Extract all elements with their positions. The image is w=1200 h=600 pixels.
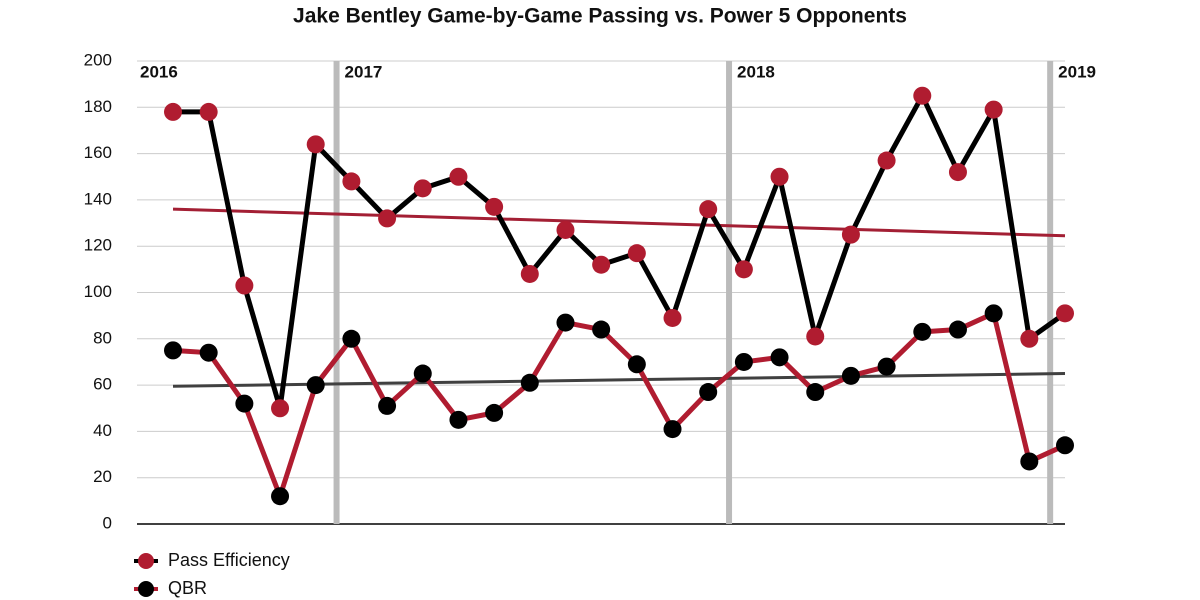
point [806, 383, 825, 402]
point [199, 343, 218, 362]
y-tick-label: 40 [93, 421, 112, 440]
point [342, 329, 361, 348]
point [877, 151, 896, 170]
series-line [172, 310, 1067, 499]
point [770, 167, 789, 186]
point [806, 327, 825, 346]
point [592, 255, 611, 274]
point [984, 100, 1003, 119]
point [734, 352, 753, 371]
trendline [172, 207, 1066, 238]
legend-label: QBR [168, 578, 207, 598]
point [913, 86, 932, 105]
point [520, 264, 539, 283]
point [306, 376, 325, 395]
series-line [173, 93, 1067, 411]
chart-title: Jake Bentley Game-by-Game Passing vs. Po… [293, 5, 907, 28]
point [877, 357, 896, 376]
point [1056, 436, 1074, 455]
point [556, 313, 575, 332]
y-tick-label: 80 [93, 328, 112, 347]
y-tick-label: 100 [84, 282, 112, 301]
point [235, 276, 254, 295]
y-tick-label: 180 [84, 97, 112, 116]
point [699, 383, 718, 402]
point [520, 373, 539, 392]
y-tick-label: 200 [84, 50, 112, 69]
point [627, 355, 646, 374]
season-label: 2016 [140, 62, 178, 81]
point [1020, 329, 1039, 348]
point [449, 410, 468, 429]
point [342, 172, 361, 191]
legend-label: Pass Efficiency [168, 550, 290, 570]
point [1020, 452, 1039, 471]
point [948, 320, 967, 339]
point [485, 197, 504, 216]
point [627, 244, 646, 263]
point [485, 403, 504, 422]
legend-marker [138, 553, 154, 569]
point [413, 179, 432, 198]
y-tick-label: 120 [84, 236, 112, 255]
point [235, 394, 254, 413]
point [199, 102, 218, 121]
point [841, 366, 860, 385]
point [592, 320, 611, 339]
season-label: 2018 [737, 62, 775, 81]
point [378, 396, 397, 415]
point [699, 200, 718, 219]
point [663, 308, 682, 327]
season-label: 2019 [1058, 62, 1096, 81]
point [556, 220, 575, 239]
season-label: 2017 [345, 62, 383, 81]
legend-marker [138, 581, 154, 597]
point [271, 399, 290, 418]
y-tick-label: 0 [103, 513, 112, 532]
point [770, 348, 789, 367]
point [948, 163, 967, 182]
point [413, 364, 432, 383]
y-tick-label: 60 [93, 375, 112, 394]
y-tick-label: 20 [93, 467, 112, 486]
y-tick-label: 160 [84, 143, 112, 162]
point [734, 260, 753, 279]
point [306, 135, 325, 154]
point [913, 322, 932, 341]
point [841, 225, 860, 244]
point [663, 420, 682, 439]
point [164, 102, 182, 121]
point [271, 487, 290, 506]
y-tick-label: 140 [84, 189, 112, 208]
point [378, 209, 397, 228]
point [984, 304, 1003, 323]
point [449, 167, 468, 186]
point [164, 341, 182, 360]
point [1056, 304, 1074, 323]
